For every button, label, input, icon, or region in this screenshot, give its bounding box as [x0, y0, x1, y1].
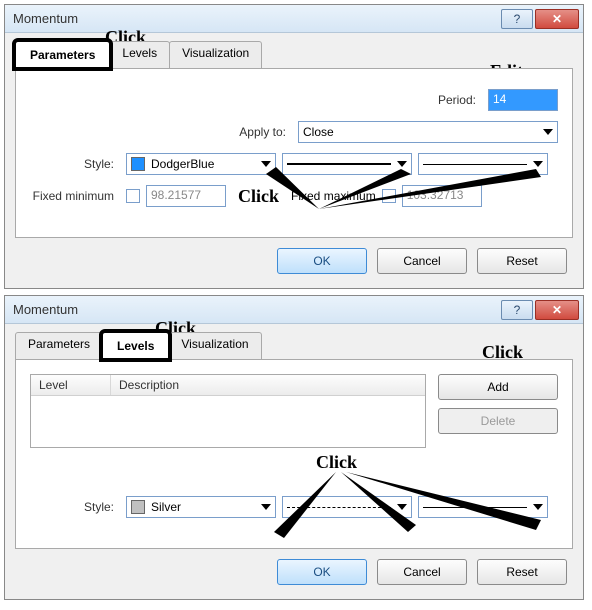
- tab-levels[interactable]: Levels: [109, 41, 170, 68]
- delete-button[interactable]: Delete: [438, 408, 558, 434]
- client-area: Click Click Parameters Levels Visualizat…: [5, 324, 583, 599]
- style-width-combo[interactable]: [418, 153, 548, 175]
- chevron-down-icon: [261, 504, 271, 510]
- tab-visualization[interactable]: Visualization: [168, 332, 261, 359]
- applyto-combo[interactable]: Close: [298, 121, 558, 143]
- color-swatch: [131, 500, 145, 514]
- button-row: OK Cancel Reset: [15, 238, 573, 278]
- style-line-combo[interactable]: [282, 496, 412, 518]
- tab-parameters[interactable]: Parameters: [15, 41, 110, 68]
- line-width-preview: [423, 164, 527, 165]
- chevron-down-icon: [543, 129, 553, 135]
- tab-visualization[interactable]: Visualization: [169, 41, 262, 68]
- titlebar: Momentum ? ✕: [5, 5, 583, 33]
- style-color-name: Silver: [151, 500, 181, 514]
- close-button[interactable]: ✕: [535, 9, 579, 29]
- style-color-name: DodgerBlue: [151, 157, 214, 171]
- add-button[interactable]: Add: [438, 374, 558, 400]
- annotation-click-combos: Click: [238, 186, 279, 207]
- period-input[interactable]: 14: [488, 89, 558, 111]
- fixedmax-input[interactable]: 103.32713: [402, 185, 482, 207]
- annotation-click-combos: Click: [316, 452, 357, 473]
- style-label: Style:: [30, 500, 120, 514]
- tab-parameters[interactable]: Parameters: [15, 332, 103, 359]
- fixedmin-checkbox[interactable]: [126, 189, 140, 203]
- tab-levels[interactable]: Levels: [102, 332, 169, 359]
- fixedmax-label: Fixed maximum: [291, 189, 376, 203]
- chevron-down-icon: [261, 161, 271, 167]
- reset-button[interactable]: Reset: [477, 559, 567, 585]
- col-description: Description: [111, 375, 425, 395]
- ok-button[interactable]: OK: [277, 248, 367, 274]
- tab-strip: Parameters Levels Visualization: [15, 41, 573, 68]
- cancel-button[interactable]: Cancel: [377, 559, 467, 585]
- style-line-combo[interactable]: [282, 153, 412, 175]
- client-area: Click Edit Parameters Levels Visualizati…: [5, 33, 583, 288]
- reset-button[interactable]: Reset: [477, 248, 567, 274]
- line-width-preview: [423, 507, 527, 508]
- color-swatch: [131, 157, 145, 171]
- tab-strip: Parameters Levels Visualization: [15, 332, 573, 359]
- help-button[interactable]: ?: [501, 9, 533, 29]
- tab-pane: Level Description Add Delete Click Style…: [15, 359, 573, 549]
- chevron-down-icon: [397, 161, 407, 167]
- dialog-momentum-levels: Momentum ? ✕ Click Click Parameters Leve…: [4, 295, 584, 600]
- applyto-value: Close: [303, 125, 334, 139]
- style-color-combo[interactable]: Silver: [126, 496, 276, 518]
- list-header: Level Description: [31, 375, 425, 396]
- fixedmin-input[interactable]: 98.21577: [146, 185, 226, 207]
- style-width-combo[interactable]: [418, 496, 548, 518]
- chevron-down-icon: [397, 504, 407, 510]
- fixedmin-label: Fixed minimum: [30, 189, 120, 203]
- col-level: Level: [31, 375, 111, 395]
- close-button[interactable]: ✕: [535, 300, 579, 320]
- window-title: Momentum: [13, 11, 499, 26]
- fixedmax-checkbox[interactable]: [382, 189, 396, 203]
- titlebar: Momentum ? ✕: [5, 296, 583, 324]
- button-row: OK Cancel Reset: [15, 549, 573, 589]
- tab-pane: Period: 14 Apply to: Close Style: Dodger…: [15, 68, 573, 238]
- period-label: Period:: [438, 93, 482, 107]
- cancel-button[interactable]: Cancel: [377, 248, 467, 274]
- style-color-combo[interactable]: DodgerBlue: [126, 153, 276, 175]
- chevron-down-icon: [533, 504, 543, 510]
- window-title: Momentum: [13, 302, 499, 317]
- dialog-momentum-parameters: Momentum ? ✕ Click Edit Parameters Level…: [4, 4, 584, 289]
- help-button[interactable]: ?: [501, 300, 533, 320]
- ok-button[interactable]: OK: [277, 559, 367, 585]
- levels-list[interactable]: Level Description: [30, 374, 426, 448]
- style-label: Style:: [30, 157, 120, 171]
- line-style-preview: [287, 507, 391, 508]
- line-style-preview: [287, 163, 391, 165]
- chevron-down-icon: [533, 161, 543, 167]
- applyto-label: Apply to:: [239, 125, 292, 139]
